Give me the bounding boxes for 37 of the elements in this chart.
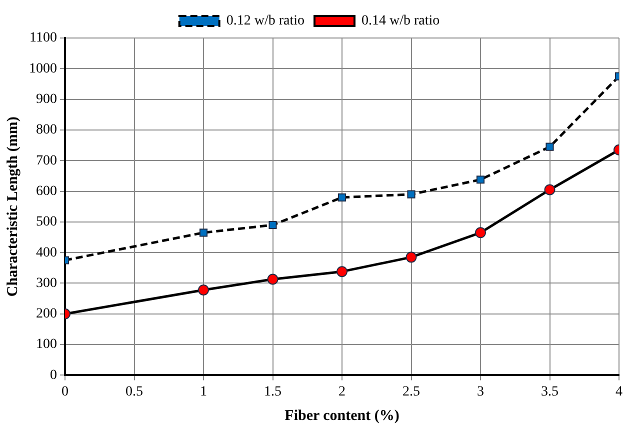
x-tick-label: 1 xyxy=(200,384,207,400)
point xyxy=(544,184,556,196)
legend-label: 0.12 w/b ratio xyxy=(226,14,304,29)
point xyxy=(198,284,209,296)
point xyxy=(407,190,416,198)
x-tick-label: 3.5 xyxy=(541,384,558,400)
point xyxy=(268,220,277,230)
x-tick-label: 0 xyxy=(62,384,68,400)
y-axis-title: Characteristic Length (mm) xyxy=(4,116,21,297)
point xyxy=(199,228,208,237)
x-tick-label: 0.5 xyxy=(126,384,143,400)
point xyxy=(546,142,554,151)
x-tick-label: 4 xyxy=(616,384,622,400)
y-tick-label: 600 xyxy=(36,184,57,199)
x-tick-label: 2.5 xyxy=(402,384,420,400)
y-tick-label: 100 xyxy=(36,337,57,352)
legend-label: 0.14 w/b ratio xyxy=(362,14,440,29)
x-tick-label: 3 xyxy=(477,384,484,400)
y-tick-label: 900 xyxy=(36,92,57,107)
point xyxy=(475,227,486,238)
point xyxy=(336,266,348,278)
y-tick-label: 700 xyxy=(36,153,57,168)
y-tick-label: 1000 xyxy=(29,61,57,76)
point xyxy=(406,252,417,263)
y-tick-label: 300 xyxy=(36,276,57,291)
y-tick-label: 1100 xyxy=(30,30,57,46)
y-tick-label: 500 xyxy=(36,214,57,230)
y-tick-label: 0 xyxy=(50,368,57,383)
point xyxy=(338,193,346,202)
x-axis-title: Fiber content (%) xyxy=(284,408,400,424)
point xyxy=(476,176,485,184)
y-tick-label: 400 xyxy=(36,245,57,260)
y-tick-label: 800 xyxy=(36,122,57,138)
x-tick-label: 1.5 xyxy=(264,384,282,400)
y-tick-label: 200 xyxy=(36,306,57,322)
point xyxy=(267,274,278,285)
x-tick-label: 2 xyxy=(338,384,346,400)
